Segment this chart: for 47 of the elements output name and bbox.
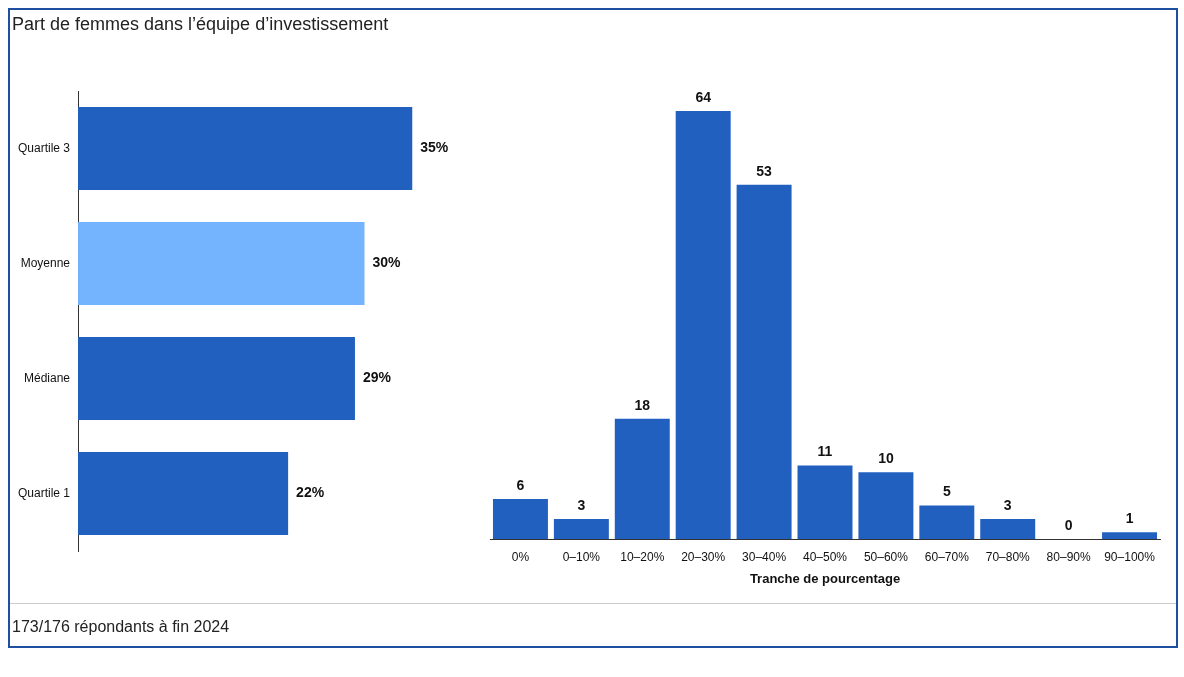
bar [78,221,365,306]
x-tick-label: 50–60% [863,549,909,564]
bar [78,106,413,191]
data-label: 6 [516,476,525,493]
data-label: 22% [296,484,325,501]
y-tick-label: Quartile 1 [17,485,71,500]
bar [858,472,914,539]
x-axis-title: Tranche de pourcentage [749,570,901,586]
data-label: 5 [942,483,951,500]
y-tick-label: Moyenne [20,255,71,270]
data-label: 1 [1125,510,1134,527]
bar [675,111,731,539]
text: 173/176 répondants à fin 2024 [12,618,231,636]
x-tick-label: 0–10% [562,549,601,564]
data-label: 29% [362,369,392,386]
data-label: 10 [878,450,894,466]
bar [980,518,1036,539]
bar [614,418,670,539]
data-label: 3 [577,496,586,513]
bar [553,518,609,539]
bar [797,465,853,539]
data-label: 11 [817,443,833,460]
x-tick-label: 0% [511,549,530,564]
data-label: 53 [756,162,773,179]
data-label: 64 [695,88,712,105]
x-tick-label: 90–100% [1104,549,1156,564]
x-tick-label: 60–70% [924,549,970,564]
data-label: 3 [1003,496,1012,513]
bar [492,498,548,539]
bar [78,451,289,536]
x-tick-label: 80–90% [1046,549,1091,564]
bar [919,505,975,539]
bar [78,336,355,421]
bar [1102,532,1158,539]
data-label: 0 [1064,516,1073,533]
chart-title: Part de femmes dans l’équipe d’investissement [11,13,390,36]
x-tick-label: 40–50% [802,549,848,564]
x-tick-label: 30–40% [742,549,787,564]
y-tick-label: Quartile 3 [17,140,71,155]
data-label: 35% [420,139,449,156]
x-tick-label: 20–30% [681,549,726,564]
x-tick-label: 70–80% [985,549,1031,564]
data-label: 30% [372,254,402,271]
bar [736,184,792,539]
x-tick-label: 10–20% [620,549,665,564]
data-label: 18 [634,396,651,413]
y-tick-label: Médiane [23,370,71,385]
